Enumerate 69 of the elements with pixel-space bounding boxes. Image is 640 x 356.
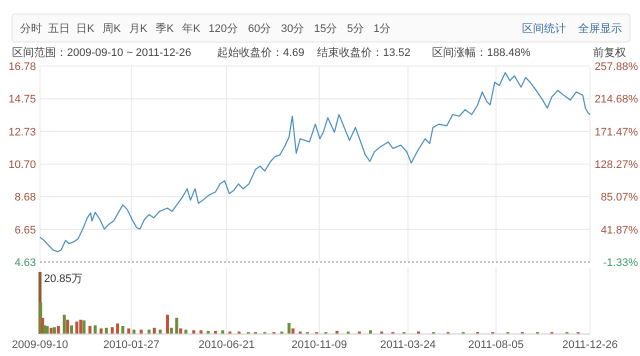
annotation: 20.85万 [44,273,83,285]
text: 30分 [281,23,304,35]
text: 1分 [374,23,391,35]
x-tick-label: 2010-01-27 [103,339,160,351]
text: 5分 [347,23,364,35]
bar [79,320,82,334]
line-series [39,72,591,252]
bar [291,328,294,334]
text: 分时 [20,22,42,35]
y2-tick-label: 171.47% [594,126,638,138]
text: 周K [102,23,122,35]
text: 前复权 [593,47,626,59]
bar [75,322,78,334]
bar [88,326,92,334]
bar [158,330,162,334]
text: 月K [129,23,148,35]
text: 结束收盘价：13.52 [317,46,411,59]
bar [179,328,182,334]
text: 区间统计 [522,22,566,35]
x-tick-label: 2011-03-24 [380,339,436,351]
bar [184,330,188,334]
bar [121,326,124,334]
bar [175,318,178,334]
bar [116,323,120,334]
bar [100,328,103,334]
y-tick-label: 16.78 [8,61,36,73]
text: 120分 [208,23,238,35]
text: 区间范围：2009-09-10 ~ 2011-12-26 [12,46,192,59]
bar [46,326,49,334]
bar [166,314,169,334]
text: 年K [182,23,201,35]
bar [62,314,66,334]
text: 区间涨幅：188.48% [432,47,531,59]
y2-tick-label: -1.33% [603,257,638,269]
bar [132,330,136,334]
y-tick-label: 14.75 [8,94,36,106]
y2-tick-label: 85.07% [600,192,638,204]
bar [52,327,56,334]
text: 15分 [314,23,338,35]
text: 五日 [48,23,70,35]
y2-tick-label: 128.27% [594,159,638,172]
x-tick-label: 2010-06-21 [198,339,255,351]
text: 全屏显示 [578,23,622,35]
bar [127,328,130,334]
x-tick-label: 2009-09-10 [12,339,68,351]
text: 起始收盘价：4.69 [217,47,304,59]
text: 日K [76,23,95,35]
x-tick-label: 2011-08-05 [468,339,524,351]
bar [82,320,86,334]
x-tick-label: 2011-12-26 [562,339,618,351]
text: 60分 [248,23,272,35]
text: 季K [156,22,174,35]
y2-tick-label: 214.68% [594,94,638,106]
y2-tick-label: 41.87% [600,224,638,236]
bar [148,330,151,334]
y-tick-label: 4.63 [14,257,36,269]
bar [66,320,70,334]
bar [288,322,291,334]
bar [110,327,114,334]
y-tick-label: 12.73 [8,126,36,138]
y-tick-label: 6.65 [14,224,36,236]
bar [94,325,97,334]
y-tick-label: 8.68 [14,192,36,204]
bar [140,330,143,334]
bar [70,325,74,334]
x-tick-label: 2010-11-09 [292,339,347,351]
y2-tick-label: 257.88% [594,61,638,73]
y-tick-label: 10.70 [8,159,36,172]
bar [56,326,60,334]
